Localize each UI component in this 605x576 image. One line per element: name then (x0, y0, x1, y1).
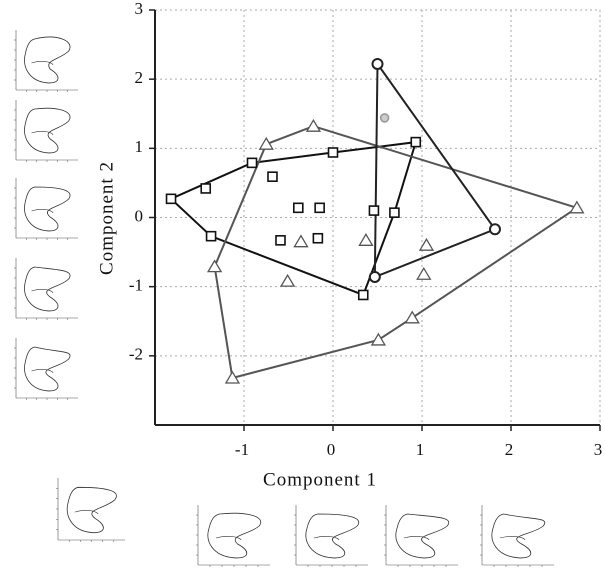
point (201, 184, 210, 193)
y-tick-label: 2 (135, 68, 144, 87)
point (369, 206, 378, 215)
hull (215, 126, 577, 378)
thumbnail (56, 478, 125, 542)
thumb-inner (32, 289, 54, 293)
point (294, 203, 303, 212)
x-tick-label: 1 (416, 440, 425, 459)
point (359, 290, 368, 299)
x-axis-title: Component 1 (263, 469, 377, 490)
thumb-inner (75, 510, 98, 514)
point (329, 148, 338, 157)
thumb-shape (25, 267, 71, 311)
point (208, 261, 221, 272)
y-tick-label: -2 (129, 345, 143, 364)
point (372, 334, 385, 345)
y-axis-title: Component 2 (96, 161, 117, 275)
x-tick-label: 2 (505, 440, 514, 459)
thumbnail (196, 505, 270, 567)
point (207, 232, 216, 241)
thumbnail (480, 505, 554, 567)
point (315, 203, 324, 212)
thumb-inner (32, 369, 54, 373)
point (294, 236, 307, 247)
point (373, 59, 383, 69)
thumb-inner (404, 536, 429, 540)
thumbnail (14, 30, 78, 92)
thumbnail (14, 338, 78, 400)
point (167, 194, 176, 203)
thumbnail (384, 505, 458, 567)
thumb-shape (25, 37, 71, 83)
point (313, 234, 322, 243)
thumbnail (14, 258, 78, 320)
x-tick-label: 3 (594, 440, 603, 459)
chart: Component 1 Component 2 -1 0 1 2 3 -2 -1 0 1 2 3 (0, 0, 605, 576)
point (370, 272, 380, 282)
point (248, 158, 257, 167)
point (406, 312, 419, 323)
point (307, 120, 320, 131)
point (276, 236, 285, 245)
thumb-shape (208, 513, 261, 558)
thumb-shape (492, 514, 545, 558)
point (281, 275, 294, 286)
x-tick-label: 0 (327, 440, 336, 459)
point (490, 224, 500, 234)
y-tick-label: -1 (129, 276, 143, 295)
point (390, 208, 399, 217)
thumbnail (14, 100, 78, 162)
thumb-shape (67, 487, 116, 532)
point (268, 172, 277, 181)
thumbnail (14, 178, 78, 240)
y-tick-label: 3 (135, 0, 144, 18)
thumb-shape (25, 347, 71, 391)
point (359, 234, 372, 245)
point (260, 138, 273, 149)
thumb-shape (396, 514, 449, 558)
y-tick-label: 1 (135, 137, 144, 156)
thumb-inner (314, 536, 339, 540)
thumb-shape (25, 108, 71, 153)
thumb-inner (32, 209, 54, 213)
thumb-inner (500, 536, 525, 540)
x-tick-label: -1 (235, 440, 249, 459)
thumb-shape (306, 514, 359, 558)
point (417, 268, 430, 279)
y-tick-label: 0 (135, 206, 144, 225)
thumb-shape (25, 187, 71, 231)
hull (375, 64, 495, 277)
point (411, 138, 420, 147)
thumbnail (294, 505, 368, 567)
point (381, 114, 389, 122)
